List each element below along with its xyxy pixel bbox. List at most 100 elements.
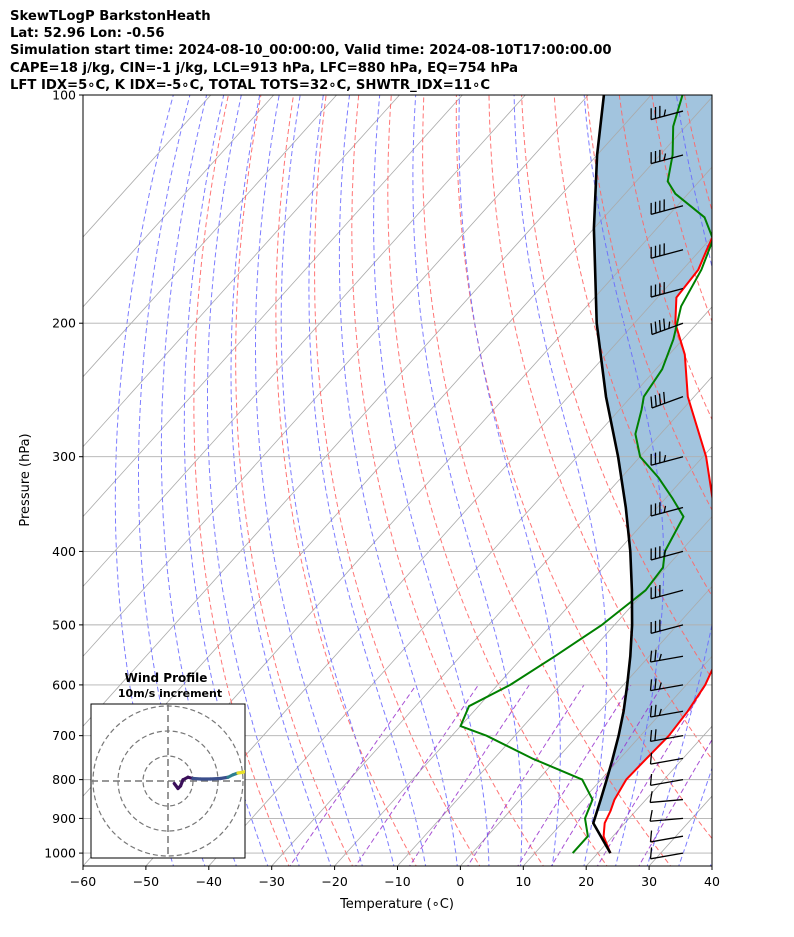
chart-header: SkewTLogP BarkstonHeath Lat: 52.96 Lon: … xyxy=(10,8,612,94)
isotherm-line xyxy=(208,306,712,866)
moist-adiabat-line xyxy=(412,95,523,866)
y-tick-label: 100 xyxy=(52,88,76,103)
dry-adiabat-line xyxy=(387,95,608,866)
mixing-ratio-lines xyxy=(289,684,712,866)
wind-barb xyxy=(649,704,684,718)
wind-barb-flag xyxy=(668,321,671,329)
mixing-ratio-line xyxy=(409,684,530,866)
wind-barb xyxy=(649,752,684,765)
wind-barb-flag xyxy=(658,653,662,661)
wind-barb-flag xyxy=(663,549,667,557)
x-tick-label: −10 xyxy=(384,874,410,889)
wind-barb xyxy=(650,451,684,466)
wind-barb-flag xyxy=(650,323,653,335)
isotherm-line xyxy=(271,376,712,866)
wind-barb xyxy=(650,243,684,259)
isotherm-line xyxy=(711,865,712,866)
wind-barb-flag xyxy=(649,729,653,742)
isotherm-line xyxy=(83,95,463,518)
isotherm-line xyxy=(83,95,212,238)
wind-barb-staff xyxy=(650,154,684,165)
hodograph-inset: Wind Profile 10m/s increment xyxy=(90,671,246,859)
isotherm-line xyxy=(83,95,338,378)
hodograph-segment xyxy=(208,776,223,781)
wind-barb-flag xyxy=(654,395,657,407)
isotherm-line xyxy=(145,236,712,866)
dry-adiabat-line xyxy=(553,95,712,597)
wind-barb-staff xyxy=(650,757,684,765)
moist-adiabat-line xyxy=(230,95,332,866)
wind-barb-flag xyxy=(654,678,657,690)
wind-barb xyxy=(649,830,684,843)
hodograph-segment xyxy=(241,769,245,774)
moist-adiabat-line xyxy=(373,95,490,866)
axis-ticks: −60 −50 −40 −30 −20 −10 0 10 20 30 40 100 200 300 400 5… xyxy=(44,88,720,890)
wind-barb xyxy=(650,199,684,215)
wind-barbs xyxy=(649,105,684,860)
wind-barb-staff xyxy=(650,205,684,215)
y-tick-label: 300 xyxy=(52,449,76,464)
x-tick-label: −40 xyxy=(196,874,222,889)
wind-barb xyxy=(650,502,684,517)
wind-barb-staff xyxy=(651,322,684,336)
hodograph-subtitle: 10m/s increment xyxy=(118,687,222,700)
wind-barb-flag xyxy=(663,109,667,117)
wind-barb-flag xyxy=(663,153,667,161)
wind-barb xyxy=(649,649,684,663)
wind-barb-flag xyxy=(649,830,653,842)
wind-barb-flag xyxy=(663,505,667,513)
wind-barb xyxy=(649,773,684,786)
wind-barb-staff xyxy=(650,249,684,259)
y-tick-label: 900 xyxy=(52,811,76,826)
dry-adiabat-line xyxy=(235,95,354,866)
location-line: Lat: 52.96 Lon: -0.56 xyxy=(10,26,165,42)
wind-barb-flag xyxy=(658,319,662,332)
dry-adiabat-line xyxy=(521,95,712,680)
wind-barb-flag xyxy=(649,705,653,718)
wind-barb-staff xyxy=(650,710,684,718)
wind-barb-staff xyxy=(650,506,684,517)
wind-barb-staff xyxy=(650,624,684,635)
wind-barb xyxy=(650,584,684,600)
x-tick-label: −30 xyxy=(259,874,285,889)
wind-barb xyxy=(650,391,684,409)
wind-barb-staff xyxy=(650,550,684,561)
wind-barb-staff xyxy=(650,817,684,822)
dry-adiabat-line xyxy=(778,78,794,869)
wind-barb-staff xyxy=(650,798,684,804)
wind-barb-flag xyxy=(658,708,662,716)
wind-barb-flag xyxy=(650,396,653,409)
moist-adiabat-line xyxy=(280,95,395,866)
x-tick-label: −20 xyxy=(321,874,347,889)
dry-adiabat-line xyxy=(714,78,794,869)
dry-adiabat-line xyxy=(351,95,544,866)
chart-title: SkewTLogP BarkstonHeath xyxy=(10,9,211,24)
x-tick-label: 0 xyxy=(456,874,464,889)
y-tick-label: 1000 xyxy=(44,846,76,861)
mixing-ratio-line xyxy=(596,684,707,866)
isotherm-line xyxy=(83,95,526,588)
cape-line: CAPE=18 j/kg, CIN=-1 j/kg, LCL=913 hPa, … xyxy=(10,60,519,76)
mixing-ratio-line xyxy=(355,684,479,866)
profiles xyxy=(459,95,712,854)
dry-adiabat-line xyxy=(746,78,794,869)
dry-adiabat-line xyxy=(618,95,712,421)
mixing-ratio-line xyxy=(550,684,663,866)
isotherm-line xyxy=(334,446,712,866)
y-tick-label: 700 xyxy=(52,728,76,743)
moist-adiabat-line xyxy=(183,95,269,866)
wind-barb xyxy=(649,809,684,822)
moist-adiabat-line xyxy=(513,95,608,866)
index-line: LFT IDX=5∘C, K IDX=-5∘C, TOTAL TOTS=32∘C… xyxy=(10,77,491,93)
dry-adiabat-line xyxy=(488,95,712,761)
wind-barb-flag xyxy=(649,791,653,803)
y-tick-label: 200 xyxy=(52,316,76,331)
mixing-ratio-line xyxy=(467,684,585,866)
temperature-line xyxy=(602,235,712,854)
x-tick-label: 10 xyxy=(515,874,531,889)
dewpoint-line xyxy=(459,95,712,854)
y-tick-label: 400 xyxy=(52,544,76,559)
moist-adiabat-line xyxy=(678,766,712,866)
dry-adiabat-line xyxy=(314,95,481,866)
